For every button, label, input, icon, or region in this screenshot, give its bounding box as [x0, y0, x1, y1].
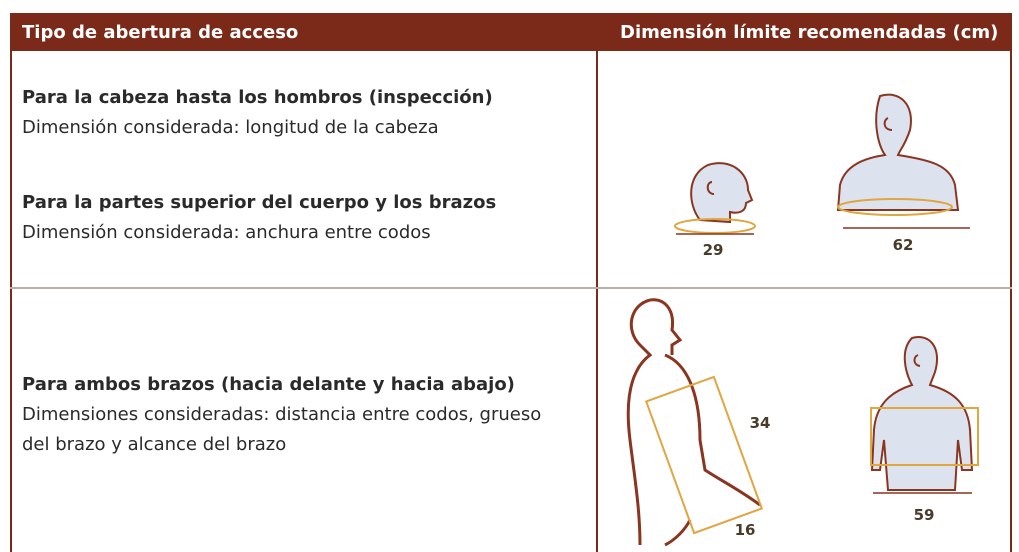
front-figure: [870, 336, 974, 491]
item-description: Dimensión considerada: anchura entre cod…: [22, 222, 431, 243]
figure-label: 62: [893, 236, 914, 254]
torso-figure: [836, 93, 960, 211]
header-cell: Dimensión límite recomendadas (cm): [620, 22, 999, 43]
side-figure: [626, 298, 761, 547]
border: [596, 51, 598, 552]
item-title: Para la partes superior del cuerpo y los…: [22, 192, 497, 213]
item-description: Dimensiones consideradas: distancia entr…: [22, 404, 542, 455]
figure-label: 59: [914, 506, 935, 524]
figure-label: 34: [750, 414, 771, 432]
item-title: Para la cabeza hasta los hombros (inspec…: [22, 87, 493, 108]
table-header: Tipo de abertura de acceso Dimensión lím…: [10, 13, 1012, 51]
access-item: Para ambos brazos (hacia delante y hacia…: [22, 370, 567, 460]
access-item: Para la cabeza hasta los hombros (inspec…: [22, 83, 567, 143]
row-divider: [10, 287, 1012, 289]
item-title: Para ambos brazos (hacia delante y hacia…: [22, 374, 515, 395]
access-item: Para la partes superior del cuerpo y los…: [22, 188, 567, 248]
border: [10, 51, 12, 552]
border: [1010, 51, 1012, 552]
header-cell: Tipo de abertura de acceso: [22, 22, 299, 43]
measure-ring: [837, 198, 953, 216]
measure-ring: [674, 218, 756, 234]
item-description: Dimensión considerada: longitud de la ca…: [22, 117, 439, 138]
figure-label: 29: [703, 241, 724, 259]
measure-box: [644, 375, 764, 535]
head-figure: [690, 162, 754, 224]
measure-box: [870, 407, 979, 466]
figure-label: 16: [735, 521, 756, 539]
